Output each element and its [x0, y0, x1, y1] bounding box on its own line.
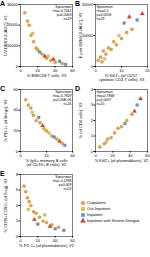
svg-text:40: 40: [14, 107, 19, 112]
svg-text:0: 0: [94, 152, 97, 158]
html-text:Out-Inpatient: Out-Inpatient: [86, 206, 111, 212]
svg-text:Spearmanrho=-0.7659p=5.60E-06n: Spearmanrho=-0.7659p=5.60E-06n=26: [53, 90, 72, 106]
svg-text:Spearmanrho=-0.7441p=0.0003n=1: Spearmanrho=-0.7441p=0.0003n=19: [53, 5, 72, 21]
svg-text:0: 0: [91, 149, 94, 154]
html-text:C: C: [0, 85, 6, 92]
html-text:E: E: [0, 170, 5, 177]
svg-text:% Ki67+ (of CD57-cytotoxic CD4: % Ki67+ (of CD57-cytotoxic CD4 T cells),…: [99, 73, 145, 82]
svg-text:Spearmanrho=0.5p=0.0058n=29: Spearmanrho=0.5p=0.0058n=29: [97, 5, 113, 21]
svg-text:20: 20: [35, 237, 41, 243]
svg-text:% Ki67+ (of plasmablasts), V2: % Ki67+ (of plasmablasts), V2: [95, 158, 149, 163]
svg-text:0: 0: [91, 64, 94, 69]
svg-text:20: 20: [110, 152, 116, 158]
svg-text:20000: 20000: [7, 22, 19, 27]
svg-text:8: 8: [16, 172, 19, 177]
svg-text:0: 0: [19, 68, 22, 73]
html-text:D: D: [75, 85, 81, 92]
svg-text:0: 0: [16, 64, 19, 69]
svg-text:0: 0: [16, 149, 19, 154]
svg-text:% PD-1+ (of Bregs), V2: % PD-1+ (of Bregs), V2: [3, 99, 8, 142]
svg-text:% EM/CD8 T cells, V3: % EM/CD8 T cells, V3: [27, 73, 67, 78]
html-text:B: B: [75, 0, 81, 7]
svg-text:3: 3: [91, 102, 94, 107]
svg-text:4: 4: [91, 87, 94, 92]
svg-text:60: 60: [14, 87, 19, 92]
html-text:Inpatient with Severe Dengue: Inpatient with Severe Dengue: [86, 218, 140, 224]
svg-text:% IgG+ memory B cells(of CD19+: % IgG+ memory B cells(of CD19+ B cells),…: [26, 158, 68, 167]
html-text:A: A: [0, 0, 6, 7]
html-text:Outpatient: Outpatient: [86, 200, 106, 206]
svg-text:E prot DENV-2 (AUC), V3: E prot DENV-2 (AUC), V3: [78, 12, 83, 58]
svg-text:40: 40: [52, 237, 58, 243]
svg-text:0: 0: [94, 68, 97, 73]
svg-text:10000: 10000: [82, 33, 94, 38]
svg-text:20: 20: [145, 68, 150, 73]
svg-text:% CD38+CCR7+ (of Treg), V2: % CD38+CCR7+ (of Treg), V2: [3, 178, 8, 233]
svg-text:20: 20: [35, 67, 41, 73]
svg-text:2: 2: [91, 118, 94, 123]
svg-text:% (of CD4 cells), V2: % (of CD4 cells), V2: [78, 102, 83, 139]
svg-text:30000: 30000: [7, 2, 19, 7]
svg-text:20: 20: [14, 128, 19, 133]
svg-text:6: 6: [16, 187, 19, 192]
svg-text:40: 40: [52, 67, 58, 73]
svg-text:10: 10: [119, 67, 124, 73]
svg-text:10000: 10000: [7, 43, 19, 48]
svg-text:4: 4: [16, 203, 19, 208]
svg-text:Spearmanrho=0.7868p=0.0007n=15: Spearmanrho=0.7868p=0.0007n=15: [97, 90, 115, 106]
svg-text:0: 0: [19, 237, 22, 243]
svg-text:UV-DENV-2 (AUC), V1: UV-DENV-2 (AUC), V1: [3, 14, 8, 55]
svg-text:20: 20: [44, 152, 49, 158]
html-text:Inpatient: Inpatient: [86, 212, 103, 218]
svg-text:Spearmanrho=-0.5298p=0.009n=23: Spearmanrho=-0.5298p=0.009n=23: [53, 175, 72, 191]
svg-text:2: 2: [16, 218, 19, 223]
svg-text:0: 0: [19, 153, 22, 158]
svg-text:1: 1: [91, 133, 94, 138]
svg-text:40: 40: [127, 152, 133, 158]
svg-text:0: 0: [16, 234, 19, 239]
svg-text:20000: 20000: [82, 2, 94, 7]
svg-text:% PD-1+ (of plasmablasts), V2: % PD-1+ (of plasmablasts), V2: [19, 243, 75, 248]
